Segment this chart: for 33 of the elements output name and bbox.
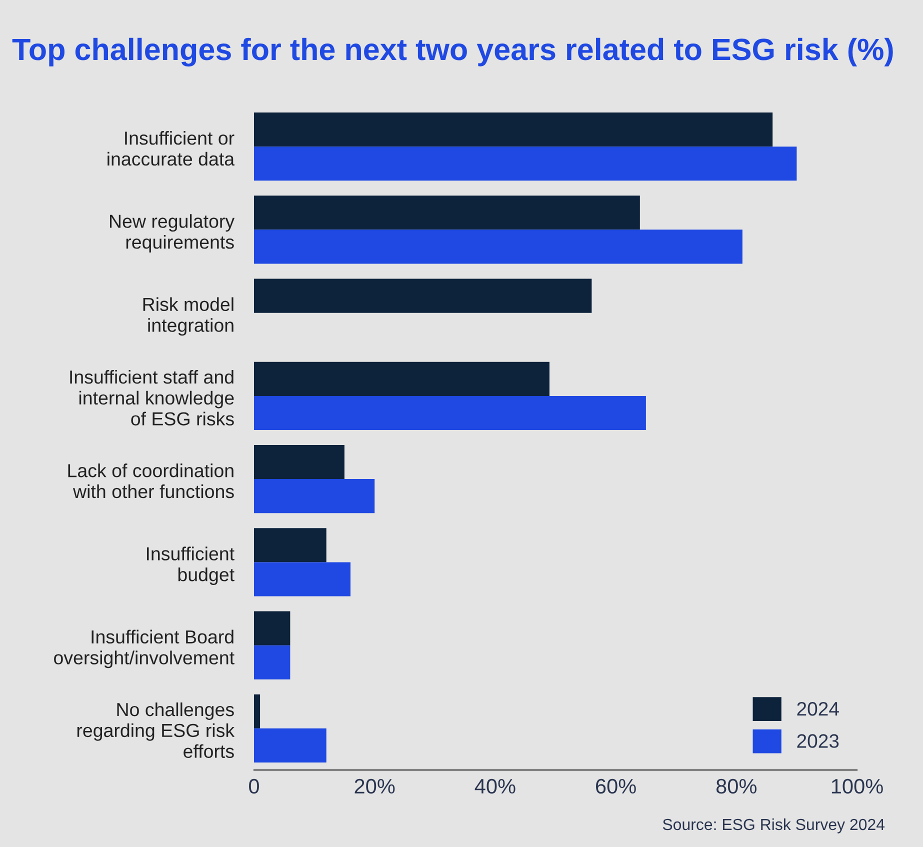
bar [254,694,260,728]
x-tick-label: 80% [716,778,757,794]
y-tick-label: Risk model integration [143,297,234,336]
y-tick-label: Insufficient budget [146,546,234,586]
x-tick-label: 0 [249,778,259,794]
bar [254,396,646,430]
bar [254,562,350,596]
bar [254,146,797,181]
bar [254,362,550,396]
x-tick-label: 20% [354,778,395,794]
bar [254,196,640,230]
bar [254,479,375,514]
bar [254,112,773,147]
y-tick-label: Insufficient staff and internal knowledge of ESG risks [70,370,234,426]
source-note: Source: ESG Risk Survey 2024 [662,818,885,834]
x-tick-label: 100% [832,778,883,794]
legend-label: 2023 [797,734,839,748]
bar [254,611,290,646]
y-tick-label: Insufficient or inaccurate data [108,131,235,166]
legend-label: 2024 [797,702,839,716]
bar [254,444,344,480]
bar [254,230,742,264]
y-tick-label: New regulatory requirements [110,214,235,253]
x-tick-label: 60% [596,778,636,794]
y-tick-label: Lack of coordination with other functions [68,464,234,498]
x-tick-label: 40% [474,778,516,794]
bar [254,528,326,562]
chart-title: Top challenges for the next two years related to ESG risk (%) [12,38,893,66]
bar [254,645,290,680]
bar [254,278,592,313]
y-tick-label: No challenges regarding ESG risk efforts [77,702,235,758]
bar [254,728,326,763]
y-tick-label: Insufficient Board oversight/involvement [54,630,234,668]
